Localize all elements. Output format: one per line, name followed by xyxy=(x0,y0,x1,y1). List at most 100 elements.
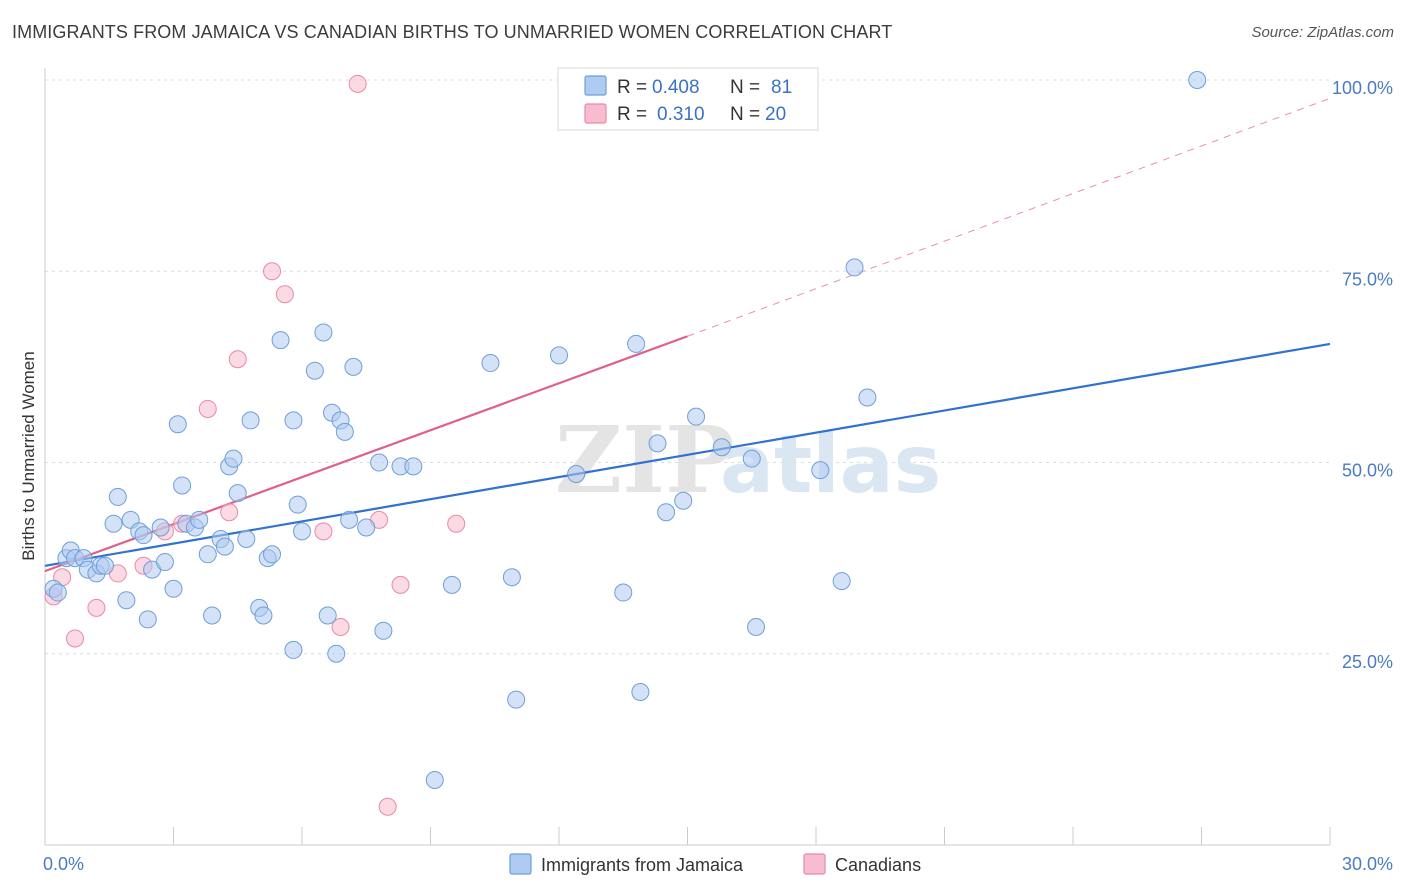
tick-labels: 25.0% 50.0% 75.0% 100.0% 0.0% 30.0% xyxy=(43,78,1393,874)
watermark: ZIP atlas xyxy=(555,406,941,514)
legend-n-label-jamaica: N = xyxy=(730,77,760,98)
canadians-point-9 xyxy=(220,503,239,522)
jamaica-point-46 xyxy=(318,606,337,625)
jamaica-point-41 xyxy=(284,411,303,430)
jamaica-point-22 xyxy=(173,476,192,495)
jamaica-point-66 xyxy=(627,334,646,353)
jamaica-point-10 xyxy=(104,514,123,533)
legend-r-label-canadians: R = xyxy=(617,104,647,125)
jamaica-point-53 xyxy=(357,518,376,537)
jamaica-point-76 xyxy=(832,572,851,591)
jamaica-point-65 xyxy=(614,583,633,602)
canadians-point-2 xyxy=(65,629,84,648)
jamaica-point-52 xyxy=(344,357,363,376)
legend-box: R = 0.408 N = 81 R = 0.310 N = 20 xyxy=(557,67,819,131)
canadians-point-14 xyxy=(331,617,350,636)
axes xyxy=(44,68,1331,846)
bottom-legend-swatch-jamaica xyxy=(509,853,532,875)
y-tick-label-2: 75.0% xyxy=(1342,269,1393,289)
jamaica-point-79 xyxy=(1188,71,1207,89)
jamaica-point-21 xyxy=(168,415,187,434)
canadians-point-8 xyxy=(198,399,217,418)
legend-n-value-canadians: 20 xyxy=(765,104,786,125)
jamaica-point-69 xyxy=(657,503,676,522)
canadians-point-13 xyxy=(314,522,333,541)
jamaica-point-71 xyxy=(687,407,706,426)
legend-swatch-jamaica xyxy=(584,75,607,96)
jamaica-point-50 xyxy=(335,422,354,441)
y-tick-label-3: 100.0% xyxy=(1332,78,1393,98)
jamaica-point-9 xyxy=(95,556,114,575)
jamaica-point-1 xyxy=(48,583,67,602)
trend-line-jamaica xyxy=(44,342,1331,567)
canadians-point-10 xyxy=(228,350,247,369)
jamaica-point-61 xyxy=(502,568,521,587)
canadians-point-17 xyxy=(378,797,397,816)
legend-r-value-jamaica: 0.408 xyxy=(652,77,700,98)
jamaica-point-45 xyxy=(314,323,333,342)
chart-title: IMMIGRANTS FROM JAMAICA VS CANADIAN BIRT… xyxy=(12,22,893,42)
y-tick-label-1: 50.0% xyxy=(1342,461,1393,481)
jamaica-point-15 xyxy=(134,526,153,545)
x-tick-label-0: 0.0% xyxy=(43,854,84,874)
jamaica-point-31 xyxy=(224,449,243,468)
jamaica-point-62 xyxy=(507,690,526,709)
y-axis-label: Births to Unmarried Women xyxy=(19,351,38,560)
jamaica-point-75 xyxy=(811,461,830,480)
canadians-point-12 xyxy=(275,285,294,304)
canadians-point-19 xyxy=(447,514,466,533)
legend-n-value-jamaica: 81 xyxy=(771,77,792,98)
jamaica-point-16 xyxy=(138,610,157,629)
jamaica-point-39 xyxy=(271,331,290,350)
jamaica-point-73 xyxy=(742,449,761,468)
jamaica-point-51 xyxy=(340,510,359,529)
watermark-zip: ZIP xyxy=(555,406,734,514)
jamaica-point-34 xyxy=(241,411,260,430)
jamaica-point-77 xyxy=(845,258,864,277)
jamaica-point-33 xyxy=(237,530,256,548)
source-label: Source: ZipAtlas.com xyxy=(1251,24,1394,41)
trend-line-canadians xyxy=(44,335,688,573)
legend-swatch-canadians xyxy=(584,103,607,124)
jamaica-point-70 xyxy=(674,491,693,510)
bottom-legend-swatch-canadians xyxy=(803,853,826,875)
jamaica-point-38 xyxy=(263,545,282,564)
data-points xyxy=(44,71,1207,816)
bottom-legend-label-jamaica: Immigrants from Jamaica xyxy=(541,855,744,875)
jamaica-point-63 xyxy=(550,346,568,365)
jamaica-point-57 xyxy=(404,457,423,476)
jamaica-point-20 xyxy=(164,579,183,598)
jamaica-point-48 xyxy=(327,644,346,663)
canadians-point-11 xyxy=(263,262,282,281)
bottom-legend: Immigrants from Jamaica Canadians xyxy=(509,853,921,875)
jamaica-point-26 xyxy=(198,545,217,564)
jamaica-point-43 xyxy=(293,522,311,541)
jamaica-point-67 xyxy=(631,683,650,701)
jamaica-point-54 xyxy=(370,453,389,472)
jamaica-point-55 xyxy=(374,621,393,640)
x-tick-label-1: 30.0% xyxy=(1342,854,1393,874)
trend-lines xyxy=(44,97,1331,573)
jamaica-point-60 xyxy=(481,354,500,373)
jamaica-point-78 xyxy=(858,388,877,407)
legend-n-label-canadians: N = xyxy=(730,104,760,125)
jamaica-point-74 xyxy=(747,617,766,636)
trend-line-canadians-extension xyxy=(687,97,1331,337)
jamaica-point-72 xyxy=(712,438,731,457)
jamaica-point-59 xyxy=(442,575,461,594)
jamaica-point-64 xyxy=(567,464,586,483)
canadians-point-18 xyxy=(391,575,410,594)
jamaica-point-36 xyxy=(254,606,273,625)
y-tick-label-0: 25.0% xyxy=(1342,652,1393,672)
canadians-point-3 xyxy=(87,598,106,617)
bottom-legend-label-canadians: Canadians xyxy=(835,855,921,875)
jamaica-point-40 xyxy=(284,640,303,659)
jamaica-point-11 xyxy=(108,487,127,506)
jamaica-point-42 xyxy=(288,495,307,514)
jamaica-point-44 xyxy=(305,361,324,380)
canadians-point-15 xyxy=(348,74,367,93)
jamaica-point-12 xyxy=(117,591,136,610)
legend-r-value-canadians: 0.310 xyxy=(657,104,705,125)
jamaica-point-32 xyxy=(228,484,247,503)
